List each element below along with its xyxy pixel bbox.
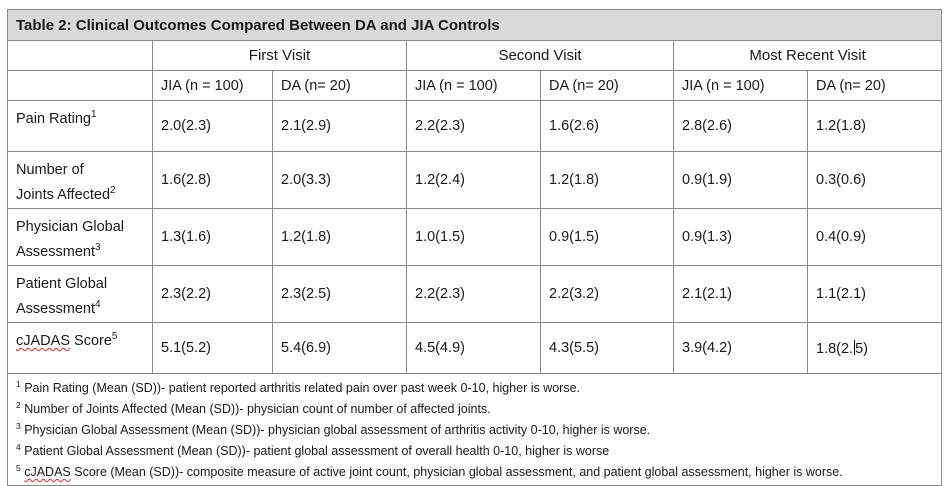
corner-cell-top — [7, 40, 153, 71]
value-cell: 1.2(1.8) — [272, 208, 407, 266]
footnote-4: 4 Patient Global Assessment (Mean (SD))-… — [16, 441, 610, 458]
value-cell: 0.4(0.9) — [806, 208, 943, 266]
row-label-patient-global: Patient Global Assessment4 — [7, 265, 153, 323]
table-title: Table 2: Clinical Outcomes Compared Betw… — [6, 9, 943, 41]
footnote-5: 5 cJADAS Score (Mean (SD))- composite me… — [16, 462, 843, 479]
value-cell: 1.3(1.6) — [152, 208, 273, 266]
footnote-2: 2 Number of Joints Affected (Mean (SD))-… — [16, 399, 491, 416]
value-cell: 2.0(2.3) — [152, 100, 273, 152]
visit-header-first: First Visit — [152, 40, 407, 71]
value-cell: 2.0(3.3) — [272, 151, 407, 209]
visit-header-row: First Visit Second Visit Most Recent Vis… — [7, 40, 943, 71]
value-cell: 1.2(2.4) — [406, 151, 541, 209]
value-cell: 1.6(2.8) — [152, 151, 273, 209]
row-label-joints-affected: Number of Joints Affected2 — [7, 151, 153, 209]
value-cell: 1.2(1.8) — [806, 100, 943, 152]
value-cell: 1.1(2.1) — [806, 265, 943, 323]
footnotes-row: 1 Pain Rating (Mean (SD))- patient repor… — [6, 373, 943, 486]
value-cell: 2.3(2.5) — [272, 265, 407, 323]
row-label-cjadas: cJADAS Score5 — [7, 322, 153, 374]
footnote-1: 1 Pain Rating (Mean (SD))- patient repor… — [16, 378, 581, 395]
group-header: JIA (n = 100) — [152, 70, 273, 101]
row-label-physician-global: Physician Global Assessment3 — [7, 208, 153, 266]
value-cell: 0.9(1.3) — [673, 208, 808, 266]
value-cell: 3.9(4.2) — [673, 322, 808, 374]
spellcheck-flagged-word: cJADAS — [16, 333, 70, 349]
table-row-patient-global: Patient Global Assessment4 2.3(2.2) 2.3(2… — [7, 265, 943, 323]
value-cell: 2.2(3.2) — [540, 265, 674, 323]
visit-header-second: Second Visit — [406, 40, 674, 71]
table-row-pain-rating: Pain Rating1 2.0(2.3) 2.1(2.9) 2.2(2.3) … — [7, 100, 943, 152]
row-label-pain-rating: Pain Rating1 — [7, 100, 153, 152]
value-cell: 2.1(2.9) — [272, 100, 407, 152]
spellcheck-flagged-word: cJADAS — [24, 465, 71, 479]
value-cell: 1.2(1.8) — [540, 151, 674, 209]
table-title-row: Table 2: Clinical Outcomes Compared Betw… — [6, 9, 943, 41]
value-cell: 0.9(1.5) — [540, 208, 674, 266]
group-header-row: JIA (n = 100) DA (n= 20) JIA (n = 100) D… — [7, 70, 943, 101]
clinical-outcomes-table: Table 2: Clinical Outcomes Compared Betw… — [6, 9, 943, 486]
value-cell: 5.4(6.9) — [272, 322, 407, 374]
group-header: DA (n= 20) — [540, 70, 674, 101]
corner-cell-bottom — [7, 70, 153, 101]
value-cell: 0.9(1.9) — [673, 151, 808, 209]
value-cell: 5.1(5.2) — [152, 322, 273, 374]
value-cell-with-cursor[interactable]: 1.8(2. 5) — [806, 322, 943, 374]
footnotes-cell: 1 Pain Rating (Mean (SD))- patient repor… — [6, 373, 943, 486]
value-cell: 1.6(2.6) — [540, 100, 674, 152]
group-header: DA (n= 20) — [806, 70, 943, 101]
group-header: DA (n= 20) — [272, 70, 407, 101]
value-cell: 2.2(2.3) — [406, 265, 541, 323]
value-cell: 2.1(2.1) — [673, 265, 808, 323]
value-cell: 4.3(5.5) — [540, 322, 674, 374]
value-cell: 2.2(2.3) — [406, 100, 541, 152]
table-row-joints-affected: Number of Joints Affected2 1.6(2.8) 2.0(3… — [7, 151, 943, 209]
table-row-cjadas: cJADAS Score5 5.1(5.2) 5.4(6.9) 4.5(4.9)… — [7, 322, 943, 374]
value-cell: 2.8(2.6) — [673, 100, 808, 152]
group-header: JIA (n = 100) — [406, 70, 541, 101]
value-cell: 4.5(4.9) — [406, 322, 541, 374]
text-cursor — [853, 339, 855, 355]
footnote-3: 3 Physician Global Assessment (Mean (SD)… — [16, 420, 651, 437]
group-header: JIA (n = 100) — [673, 70, 808, 101]
value-cell: 2.3(2.2) — [152, 265, 273, 323]
value-cell: 1.0(1.5) — [406, 208, 541, 266]
table-row-physician-global: Physician Global Assessment3 1.3(1.6) 1.2… — [7, 208, 943, 266]
visit-header-most-recent: Most Recent Visit — [672, 40, 943, 71]
clinical-outcomes-table-container: Table 2: Clinical Outcomes Compared Betw… — [6, 9, 943, 486]
value-cell: 0.3(0.6) — [806, 151, 943, 209]
